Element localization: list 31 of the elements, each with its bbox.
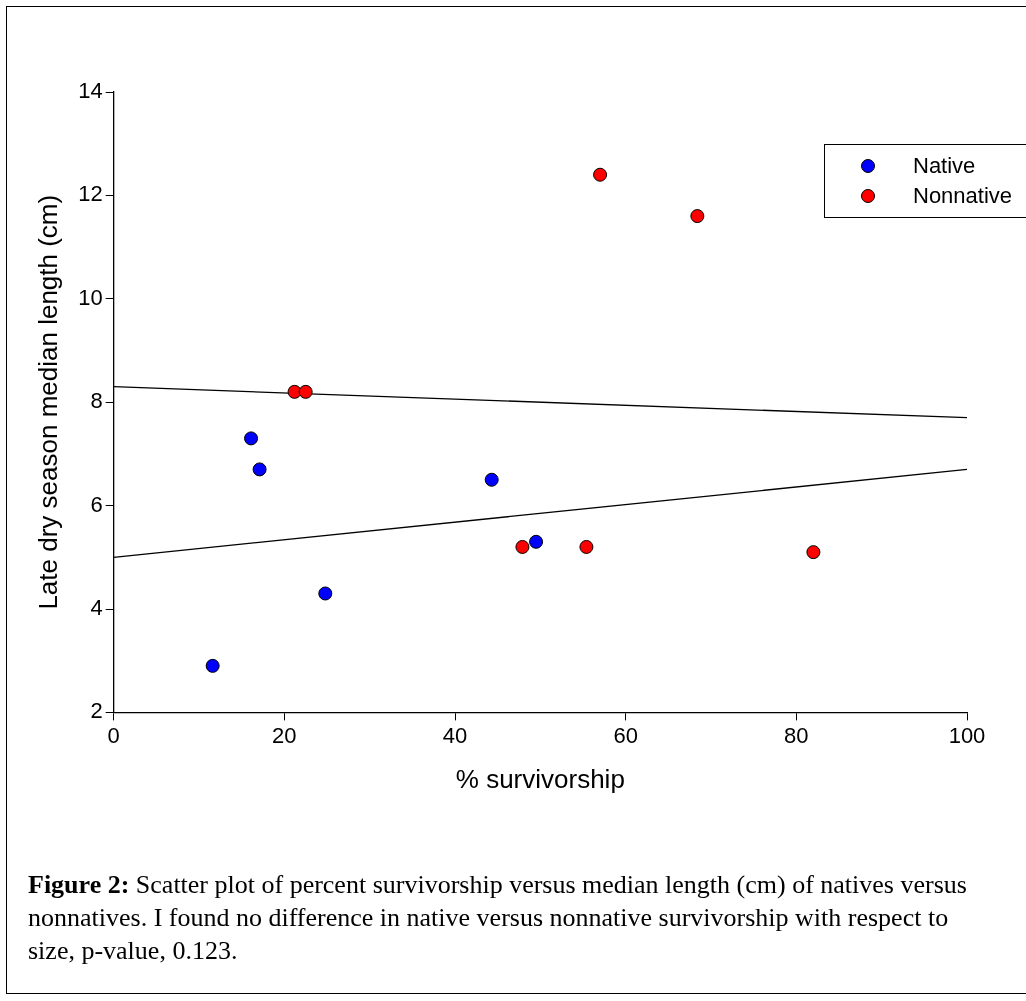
point xyxy=(579,539,594,554)
y-tick-label: 6 xyxy=(90,491,103,517)
point xyxy=(252,462,267,477)
legend-label: Native xyxy=(913,153,976,179)
point xyxy=(298,384,313,399)
y-tick-label: 12 xyxy=(78,181,103,207)
point xyxy=(205,658,220,673)
point xyxy=(806,545,821,560)
y-tick-label: 2 xyxy=(90,698,103,724)
point xyxy=(484,472,499,487)
y-tick-label: 10 xyxy=(78,284,103,310)
point xyxy=(529,534,544,549)
x-tick-label: 40 xyxy=(442,722,468,748)
x-tick-label: 20 xyxy=(272,722,297,748)
y-axis-title: Late dry season median length (cm) xyxy=(32,194,63,610)
point xyxy=(318,586,333,601)
y-tick-label: 8 xyxy=(90,388,103,414)
point xyxy=(244,431,259,446)
x-tick-label: 60 xyxy=(613,722,638,748)
x-tick-label: 0 xyxy=(107,722,120,748)
x-tick-label: 100 xyxy=(948,722,986,748)
caption: Figure 2: Scatter plot of percent survivorship versus median length (cm) of natives versus nonnatives. I found no difference in native versus nonnative survivorship with respect to size, p-value, 0.123. xyxy=(28,870,967,965)
point xyxy=(593,167,608,182)
y-tick-label: 14 xyxy=(78,78,103,104)
y-tick-label: 4 xyxy=(90,595,103,621)
legend-label: Nonnative xyxy=(913,183,1013,209)
point xyxy=(515,539,530,554)
x-tick-label: 80 xyxy=(784,722,809,748)
point xyxy=(690,209,705,224)
x-axis-title: % survivorship xyxy=(455,763,625,794)
point xyxy=(287,384,302,399)
